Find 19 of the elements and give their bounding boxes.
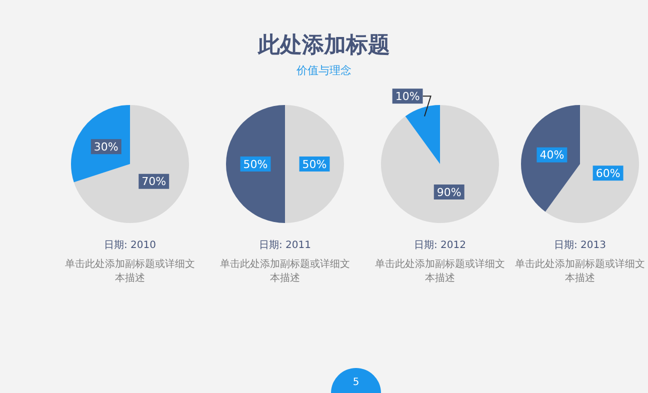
data-label: 90% xyxy=(436,186,462,199)
data-label: 50% xyxy=(243,158,268,171)
text: 日期: 2012 xyxy=(413,238,467,252)
text: 价值与理念 xyxy=(296,63,352,78)
data-label: 60% xyxy=(596,166,620,180)
text: 此处添加标题 xyxy=(256,32,391,60)
text: 日期: 2010 xyxy=(103,238,157,252)
text: 单击此处添加副标题或详细文本描述 xyxy=(219,258,351,286)
data-label: 40% xyxy=(540,148,564,162)
text: 单击此处添加副标题或详细文本描述 xyxy=(64,258,196,286)
text: 日期: 2011 xyxy=(258,238,312,252)
data-label: 50% xyxy=(302,158,327,171)
text: 日期: 2013 xyxy=(553,238,607,252)
text: 单击此处添加副标题或详细文本描述 xyxy=(374,258,506,286)
data-label: 10% xyxy=(395,90,420,104)
text: 5 xyxy=(331,368,381,393)
data-label: 70% xyxy=(142,175,166,188)
text: 单击此处添加副标题或详细文本描述 xyxy=(514,258,646,286)
data-label: 30% xyxy=(94,140,118,154)
